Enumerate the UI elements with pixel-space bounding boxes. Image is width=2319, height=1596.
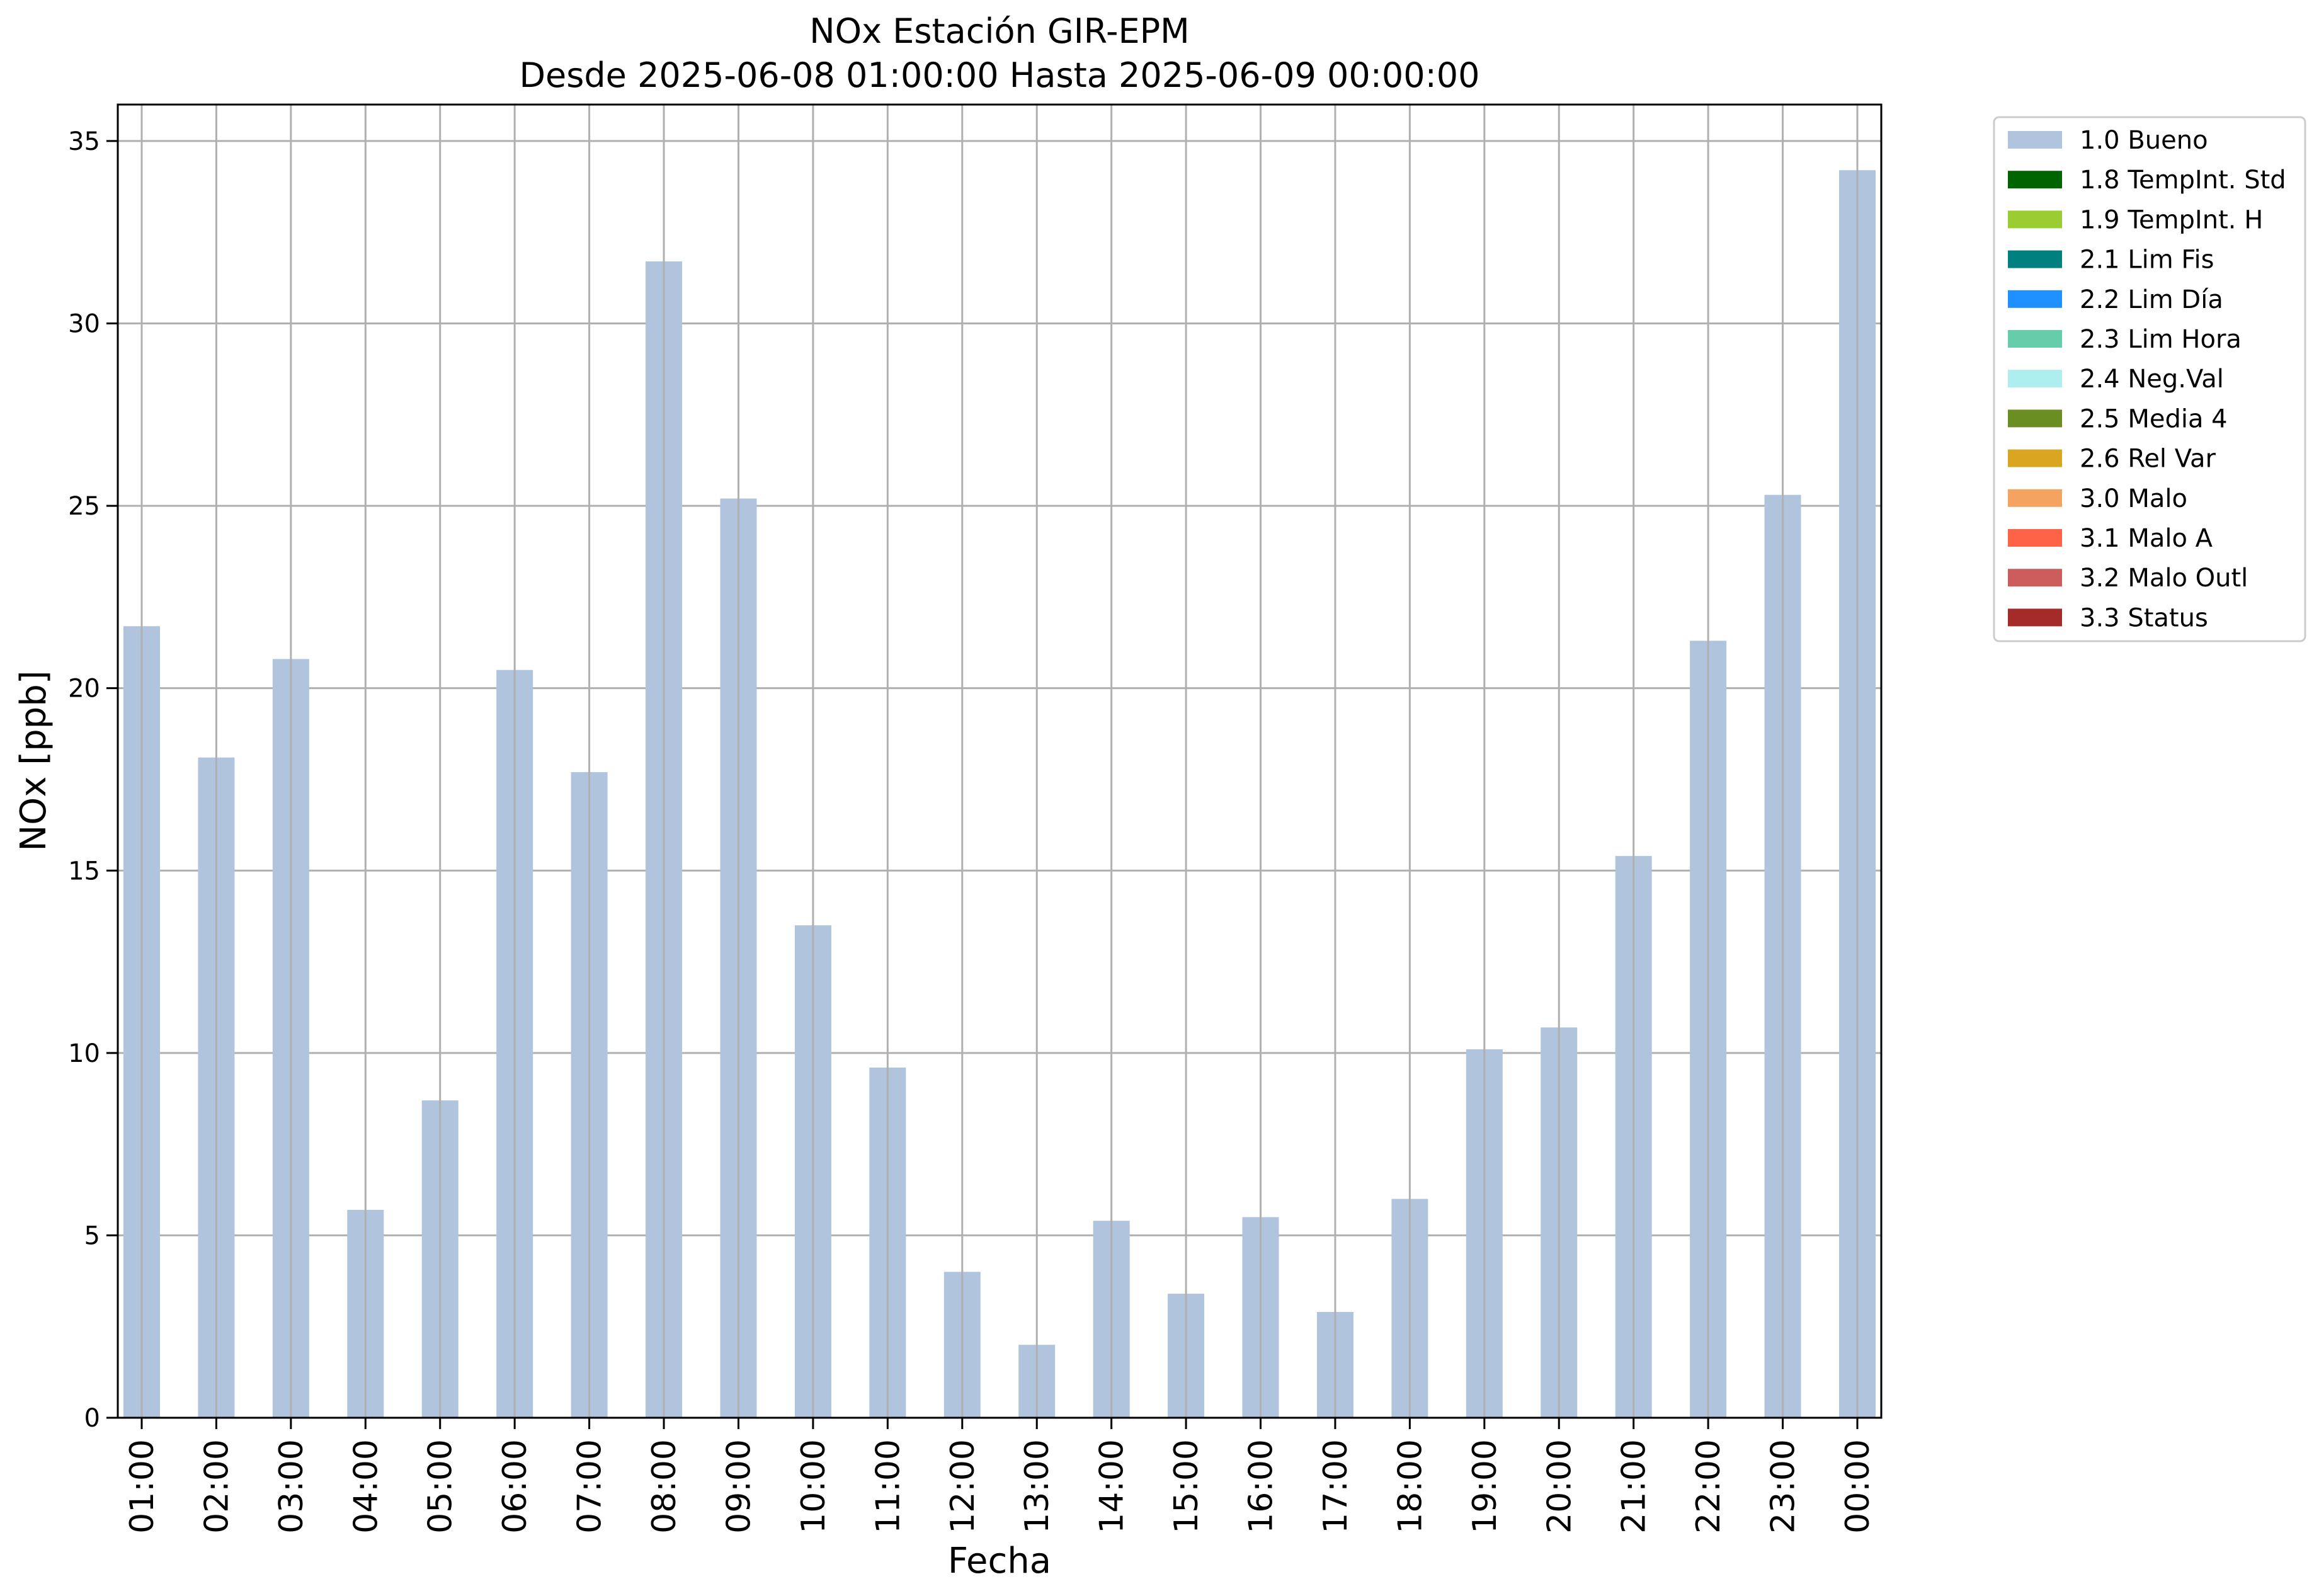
legend-item-label: 2.4 Neg.Val (2080, 365, 2224, 394)
legend: 1.0 Bueno 1.8 TempInt. Std 1.9 TempInt. H 2… (1993, 116, 2306, 642)
y-tick-label: 0 (84, 1404, 100, 1433)
x-tick-label: 18:00 (1391, 1439, 1429, 1534)
legend-item-label: 2.3 Lim Hora (2080, 325, 2242, 354)
x-axis-label: Fecha (948, 1541, 1051, 1582)
x-tick-label: 20:00 (1541, 1439, 1578, 1534)
y-tick-label: 35 (68, 127, 100, 156)
plot-frame (117, 103, 1883, 1419)
x-tick-label: 04:00 (347, 1439, 385, 1534)
legend-item-label: 3.3 Status (2080, 603, 2208, 632)
legend-box (1993, 116, 2306, 642)
x-tick-label: 16:00 (1243, 1439, 1280, 1534)
y-tick-label: 20 (68, 675, 100, 704)
x-tick-label: 00:00 (1839, 1439, 1877, 1534)
x-tick-label: 13:00 (1018, 1439, 1056, 1534)
x-tick-label: 21:00 (1615, 1439, 1653, 1534)
legend-item-label: 2.6 Rel Var (2080, 445, 2216, 474)
legend-swatch (2008, 569, 2062, 587)
x-tick-label: 12:00 (944, 1439, 982, 1534)
x-tick-label: 06:00 (496, 1439, 534, 1534)
legend-item-label: 2.2 Lim Día (2080, 285, 2223, 314)
y-axis-label: NOx [ppb] (13, 670, 54, 851)
y-tick-label: 15 (68, 857, 100, 886)
legend-item-label: 2.5 Media 4 (2080, 404, 2228, 433)
x-tick-label: 15:00 (1168, 1439, 1205, 1534)
x-axis-ticks: 01:00 02:00 03:00 04:00 05:00 06:00 07:00 08:00… (123, 1418, 1877, 1534)
y-tick-label: 10 (68, 1039, 100, 1068)
x-grid (140, 105, 1859, 1418)
legend-swatch (2008, 210, 2062, 229)
legend-swatch (2008, 131, 2062, 149)
x-tick-label: 05:00 (422, 1439, 460, 1534)
chart-title: NOx Estación GIR-EPM (809, 11, 1190, 51)
legend-swatch (2008, 370, 2062, 388)
y-axis-ticks: 0 5 10 15 20 25 30 35 (68, 127, 118, 1433)
legend-item-label: 3.0 Malo (2080, 484, 2187, 513)
x-tick-label: 11:00 (869, 1439, 907, 1534)
x-tick-label: 17:00 (1317, 1439, 1355, 1534)
x-tick-label: 03:00 (273, 1439, 311, 1534)
x-tick-label: 22:00 (1690, 1439, 1728, 1534)
x-tick-label: 09:00 (720, 1439, 758, 1534)
legend-swatch (2008, 489, 2062, 507)
x-tick-label: 10:00 (795, 1439, 833, 1534)
y-tick-label: 30 (68, 310, 100, 339)
legend-item-label: 2.1 Lim Fis (2080, 246, 2214, 275)
legend-swatch (2008, 250, 2062, 268)
legend-item-label: 3.1 Malo A (2080, 524, 2213, 553)
x-tick-label: 01:00 (123, 1439, 161, 1534)
legend-item-label: 3.2 Malo Outl (2080, 564, 2248, 593)
legend-item-label: 1.0 Bueno (2080, 126, 2208, 155)
chart-subtitle: Desde 2025-06-08 01:00:00 Hasta 2025-06-… (519, 55, 1479, 95)
y-tick-label: 25 (68, 492, 100, 521)
legend-swatch (2008, 409, 2062, 428)
x-tick-label: 19:00 (1466, 1439, 1504, 1534)
y-tick-label: 5 (84, 1221, 100, 1250)
legend-swatch (2008, 290, 2062, 308)
x-tick-label: 23:00 (1765, 1439, 1803, 1534)
legend-swatch (2008, 330, 2062, 348)
legend-item-label: 1.8 TempInt. Std (2080, 166, 2286, 195)
legend-swatch (2008, 529, 2062, 547)
legend-swatch (2008, 449, 2062, 467)
x-tick-label: 07:00 (571, 1439, 609, 1534)
x-tick-label: 08:00 (646, 1439, 683, 1534)
x-tick-label: 14:00 (1093, 1439, 1131, 1534)
legend-item-label: 1.9 TempInt. H (2080, 205, 2263, 234)
legend-swatch (2008, 171, 2062, 189)
x-tick-label: 02:00 (198, 1439, 236, 1534)
legend-swatch (2008, 608, 2062, 627)
